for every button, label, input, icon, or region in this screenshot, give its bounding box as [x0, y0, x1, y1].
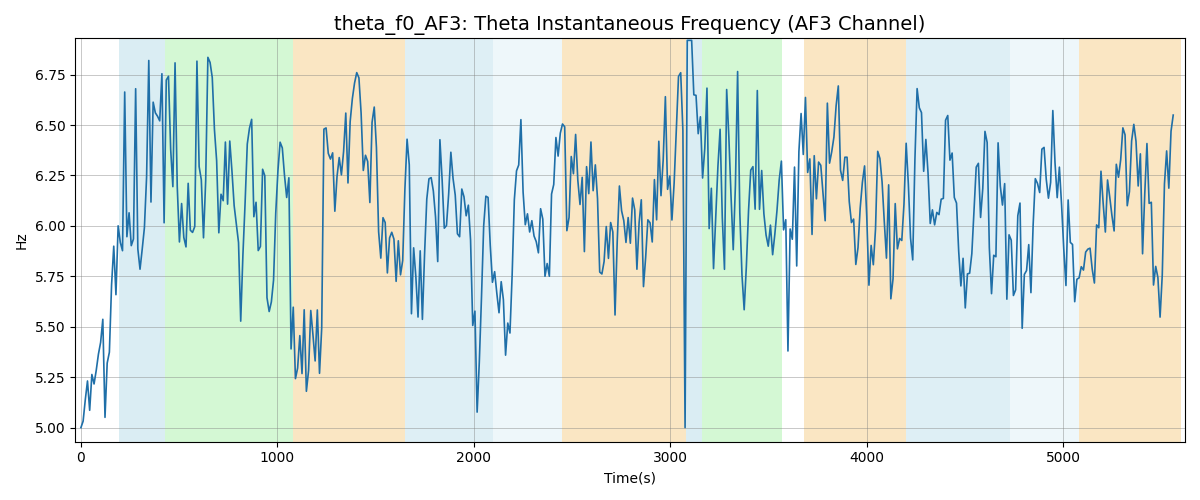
X-axis label: Time(s): Time(s)	[604, 471, 656, 485]
Bar	[406, 38, 493, 442]
Y-axis label: Hz: Hz	[14, 231, 29, 249]
Bar	[563, 38, 686, 442]
Bar	[906, 38, 1010, 442]
Bar	[1079, 38, 1181, 442]
Bar	[686, 38, 702, 442]
Bar	[702, 38, 782, 442]
Title: theta_f0_AF3: Theta Instantaneous Frequency (AF3 Channel): theta_f0_AF3: Theta Instantaneous Freque…	[335, 15, 925, 35]
Bar	[166, 38, 293, 442]
Bar	[293, 38, 406, 442]
Bar	[493, 38, 563, 442]
Bar	[1010, 38, 1079, 442]
Bar	[119, 38, 166, 442]
Bar	[804, 38, 906, 442]
